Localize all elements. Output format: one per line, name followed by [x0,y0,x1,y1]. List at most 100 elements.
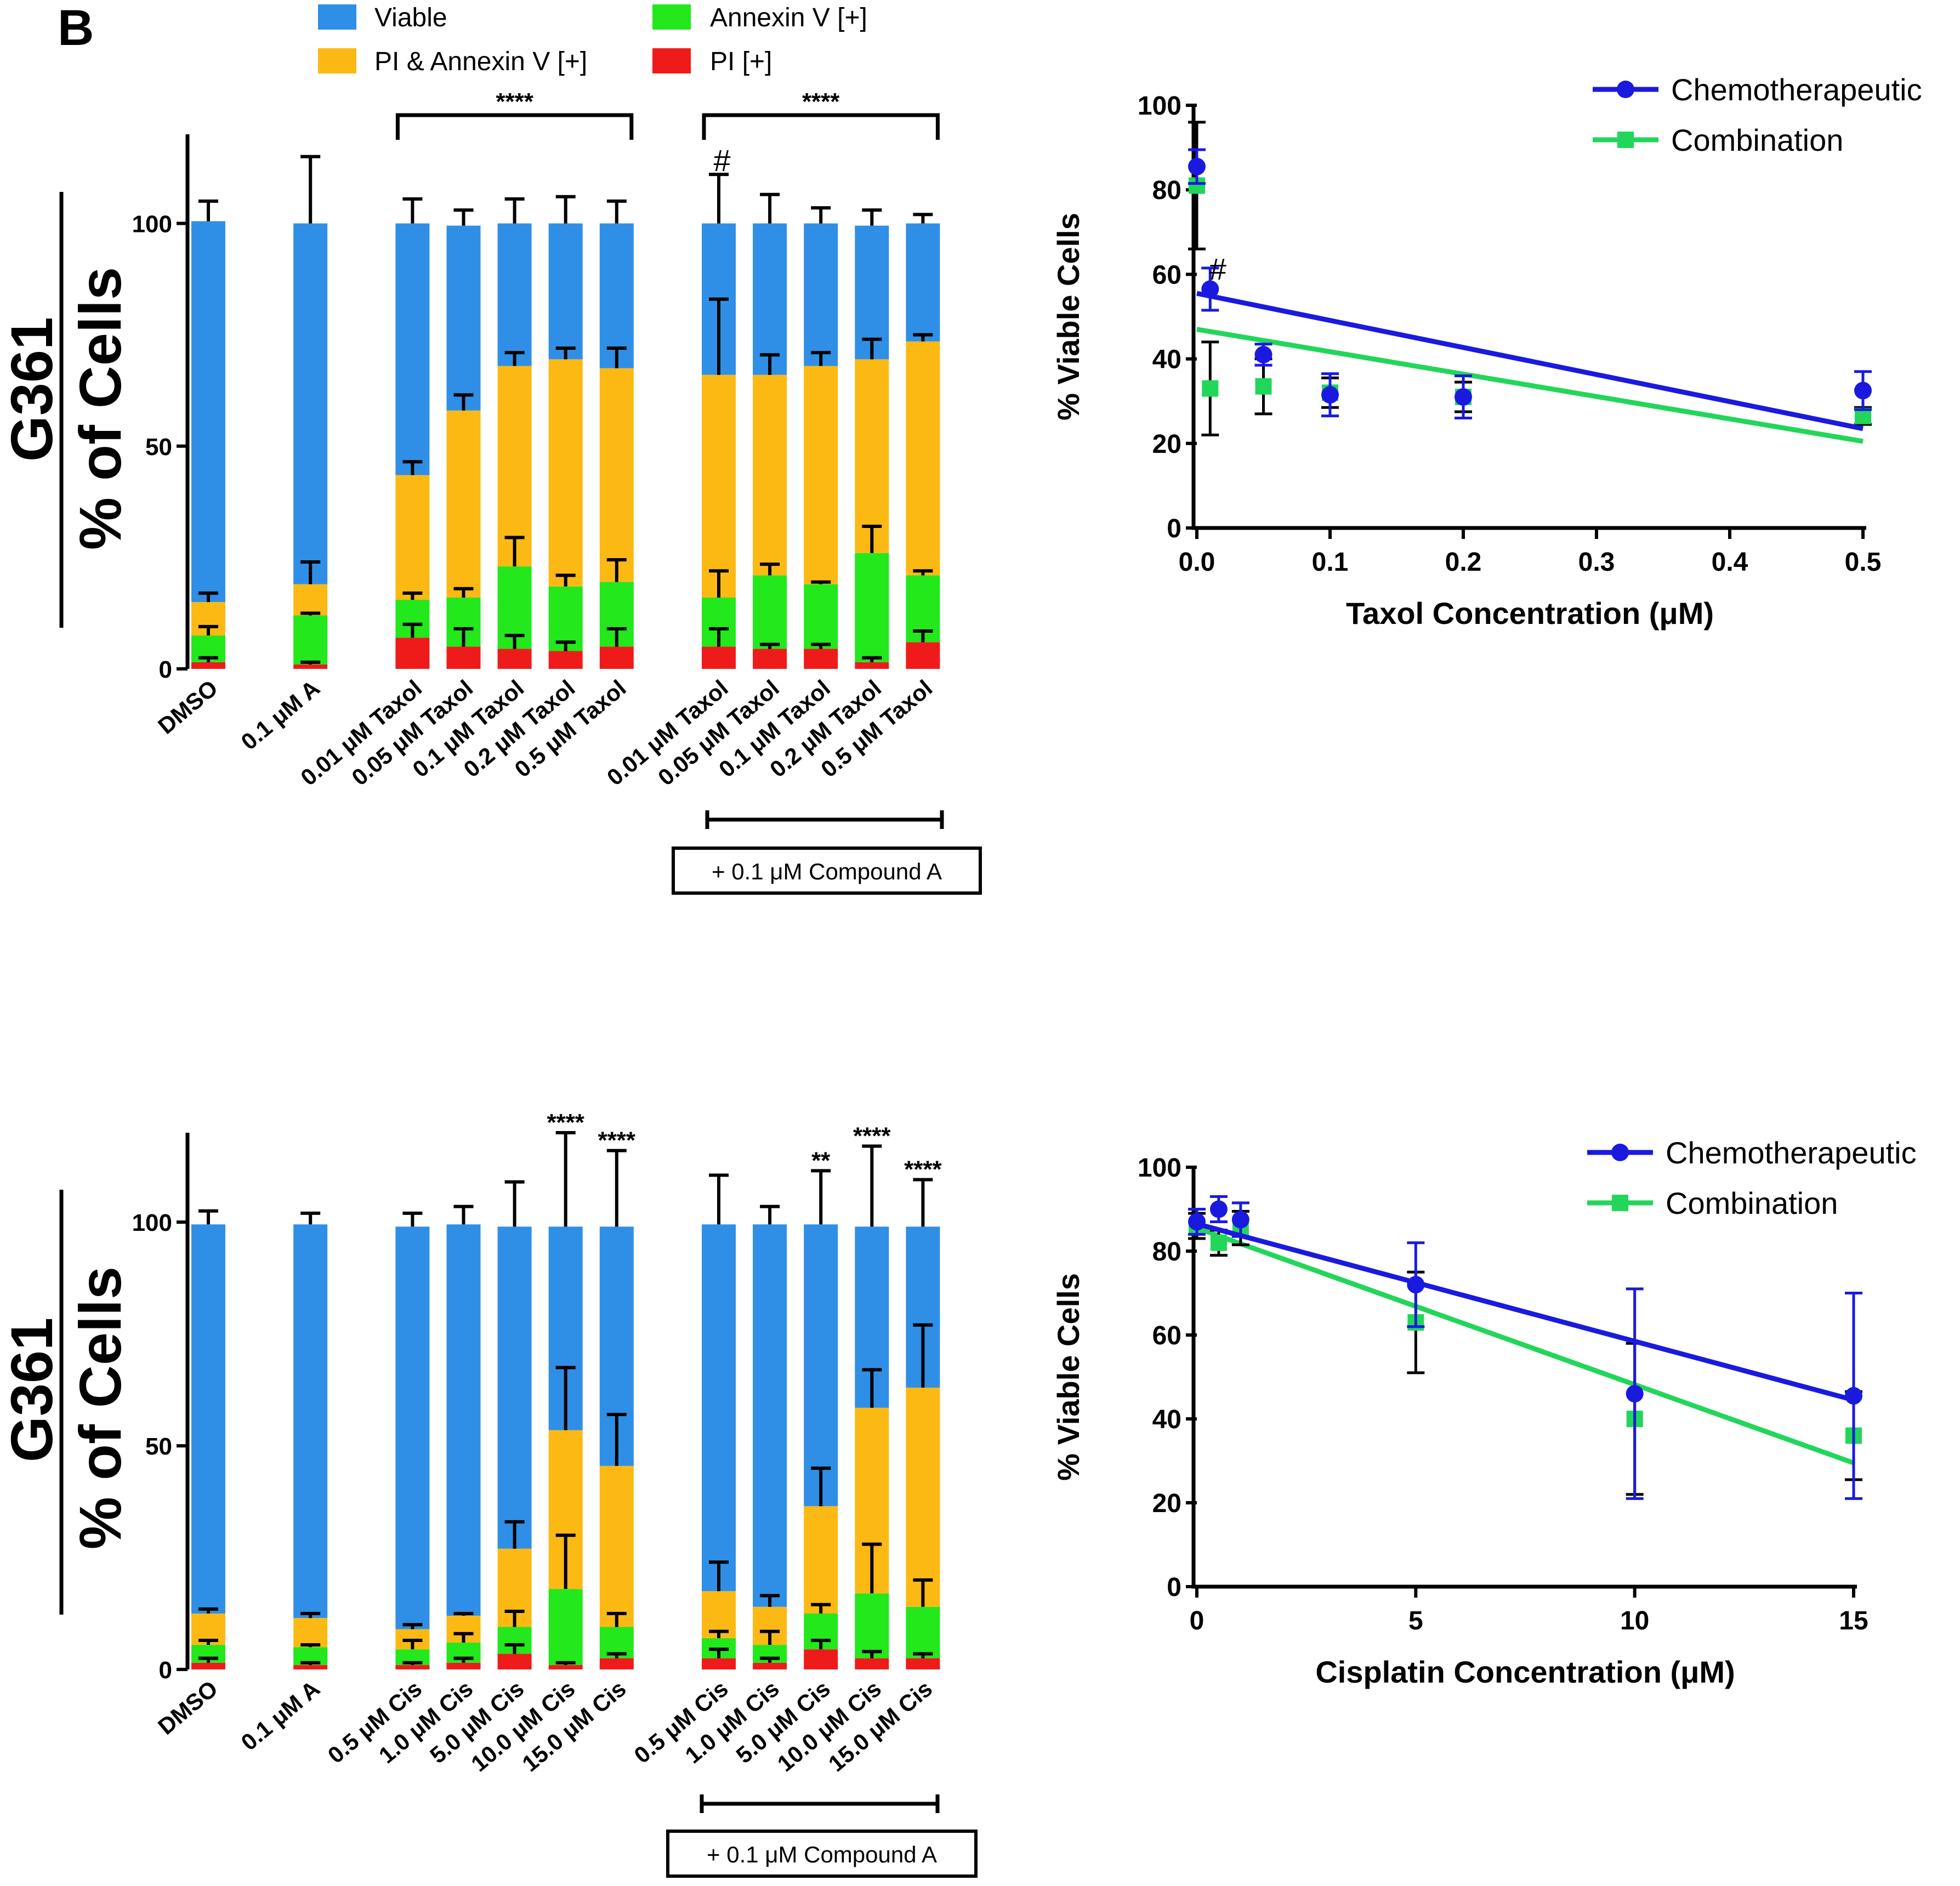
data-point-chemotherapeutic [1188,157,1206,175]
bar-segment-viable [804,223,838,366]
bar-segment-pi [906,1658,940,1669]
bar-segment-pi [599,646,634,669]
data-point-chemotherapeutic [1845,1387,1862,1405]
data-point-chemotherapeutic [1188,1213,1206,1231]
bar-segment-pi [753,1662,787,1669]
significance-label: **** [853,1122,891,1149]
bar-segment-viable [702,1224,736,1592]
annotation-label: # [1209,252,1226,286]
x-tick-label: 0.0 [1179,548,1215,577]
bracket-box [672,847,982,895]
bar-segment-annexin-v [548,1589,583,1665]
bar-segment-annexin-v [855,1593,889,1658]
y-tick-label: 60 [1152,260,1181,289]
x-tick-label: 0.4 [1712,548,1748,577]
bar-segment-viable [395,1226,430,1629]
bar-segment-pi [548,651,583,669]
bar-segment-pi [855,662,889,669]
annotation-label: # [713,143,730,178]
significance-label: **** [802,88,840,115]
legend-marker-combination [1612,1195,1628,1211]
cell-line-label: G361 [0,317,65,462]
bar-segment-viable [446,1224,481,1616]
bar-segment-pi [293,664,328,669]
x-tick-label: 0.2 [1445,548,1482,577]
bar-segment-pi [906,642,940,669]
bar-segment-viable [293,1224,328,1618]
y-tick-label: 20 [1152,1489,1181,1518]
bar-segment-pi-annexin-v [497,366,532,567]
bar-segment-annexin-v [855,553,889,662]
bar-segment-viable [753,223,787,375]
bar-segment-viable [293,223,328,584]
bar-segment-annexin-v [293,615,328,664]
axes [1191,1167,1857,1589]
bar-segment-pi-annexin-v [906,1388,940,1607]
y-tick-label: 80 [1152,176,1181,205]
x-tick-label: 5 [1408,1606,1423,1635]
fit-line-chemotherapeutic [1196,1221,1855,1402]
bar-segment-viable [497,223,532,366]
y-tick-label: 20 [1152,430,1181,459]
bracket-box [666,1830,978,1878]
x-axis-label: Cisplatin Concentration (μM) [1315,1655,1735,1689]
data-point-chemotherapeutic [1209,1200,1228,1218]
bar-segment-viable [855,225,889,360]
bar-segment-pi-annexin-v [395,475,430,600]
x-tick-label: 0.3 [1578,548,1615,577]
bar-segment-viable [599,223,634,368]
bar-segment-annexin-v [804,584,838,649]
x-tick-label: 0.1 μM A [236,675,325,755]
bar-segment-pi-annexin-v [293,1618,328,1648]
data-point-chemotherapeutic [1231,1211,1249,1229]
bar-segment-pi [599,1658,634,1669]
y-tick-label: 0 [159,656,172,683]
x-axis-label: Taxol Concentration (μM) [1346,596,1714,630]
bar-segment-viable [191,1224,225,1614]
y-tick-label: 0 [159,1657,172,1684]
significance-bracket [702,113,940,140]
data-point-combination [1210,1234,1227,1251]
data-point-chemotherapeutic [1201,280,1219,298]
data-point-chemotherapeutic [1854,382,1872,400]
significance-label: **** [598,1127,636,1154]
legend-label-annexin: Annexin V [+] [710,3,867,32]
fit-line-combination [1196,1225,1855,1465]
bar-segment-pi [804,1649,838,1669]
bracket-label: + 0.1 μM Compound A [707,1842,937,1867]
bar-segment-pi [702,646,736,669]
bar-segment-pi-annexin-v [702,374,736,598]
y-tick-label: 60 [1152,1321,1181,1350]
y-tick-label: 100 [132,211,172,238]
x-tick-label: 0.1 μM A [236,1675,325,1756]
bar-segment-viable [906,223,940,342]
y-tick-label: 80 [1152,1237,1181,1266]
y-tick-label: 40 [1152,1405,1181,1434]
bracket-compound-a: + 0.1 μM Compound A [666,1794,978,1878]
bar-segment-pi [497,1654,532,1669]
bar-segment-pi [395,1665,430,1669]
bar-segment-pi [753,649,787,669]
bar-segment-pi [497,649,532,669]
legend-swatch-pi [652,48,691,73]
bar-segment-pi [191,662,225,669]
bar-segment-viable [446,225,481,411]
y-tick-label: 50 [145,434,172,461]
y-tick-label: 0 [1167,514,1181,543]
bar-segment-pi [395,638,430,669]
y-axis-label: % Viable Cells [1051,1273,1086,1481]
bar-segment-pi [191,1662,225,1669]
data-point-chemotherapeutic [1455,388,1472,406]
bar-segment-pi-annexin-v [293,584,328,616]
significance-label: ** [811,1147,831,1174]
y-tick-label: 0 [1167,1573,1181,1602]
data-point-chemotherapeutic [1321,386,1339,404]
bar-segment-annexin-v [753,575,787,649]
line-chart-taxol: 0 20 40 60 80 100 0.0 0.1 0.2 0.3 0.4 0.5 Taxol Conc… [1051,72,1922,630]
axes [1191,105,1866,530]
x-tick-label: 0.1 [1312,548,1349,577]
bar-segment-pi [548,1665,583,1669]
